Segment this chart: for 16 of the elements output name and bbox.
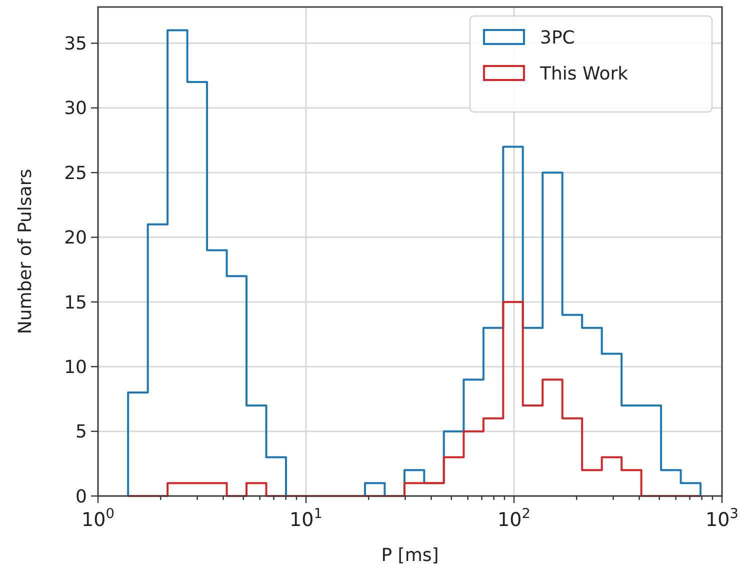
y-tick-label: 10	[64, 356, 87, 378]
x-tick-label: 10$^{1}$	[290, 506, 322, 531]
legend-label: 3PC	[540, 27, 575, 48]
x-tick-label: 10$^{2}$	[498, 506, 530, 531]
y-tick-label: 15	[64, 292, 87, 314]
y-tick-label: 20	[64, 228, 87, 249]
x-tick-label: 10$^{0}$	[82, 506, 114, 531]
legend-label: This Work	[539, 63, 629, 84]
y-tick-label: 35	[64, 34, 87, 55]
y-axis-title: Number of Pulsars	[15, 168, 36, 334]
y-tick-label: 30	[64, 98, 87, 120]
x-tick-label: 10$^{3}$	[706, 506, 738, 531]
y-tick-label: 0	[76, 486, 87, 508]
y-tick-label: 5	[76, 422, 87, 443]
y-tick-label: 25	[64, 162, 87, 184]
x-axis-title: P [ms]	[381, 545, 439, 566]
